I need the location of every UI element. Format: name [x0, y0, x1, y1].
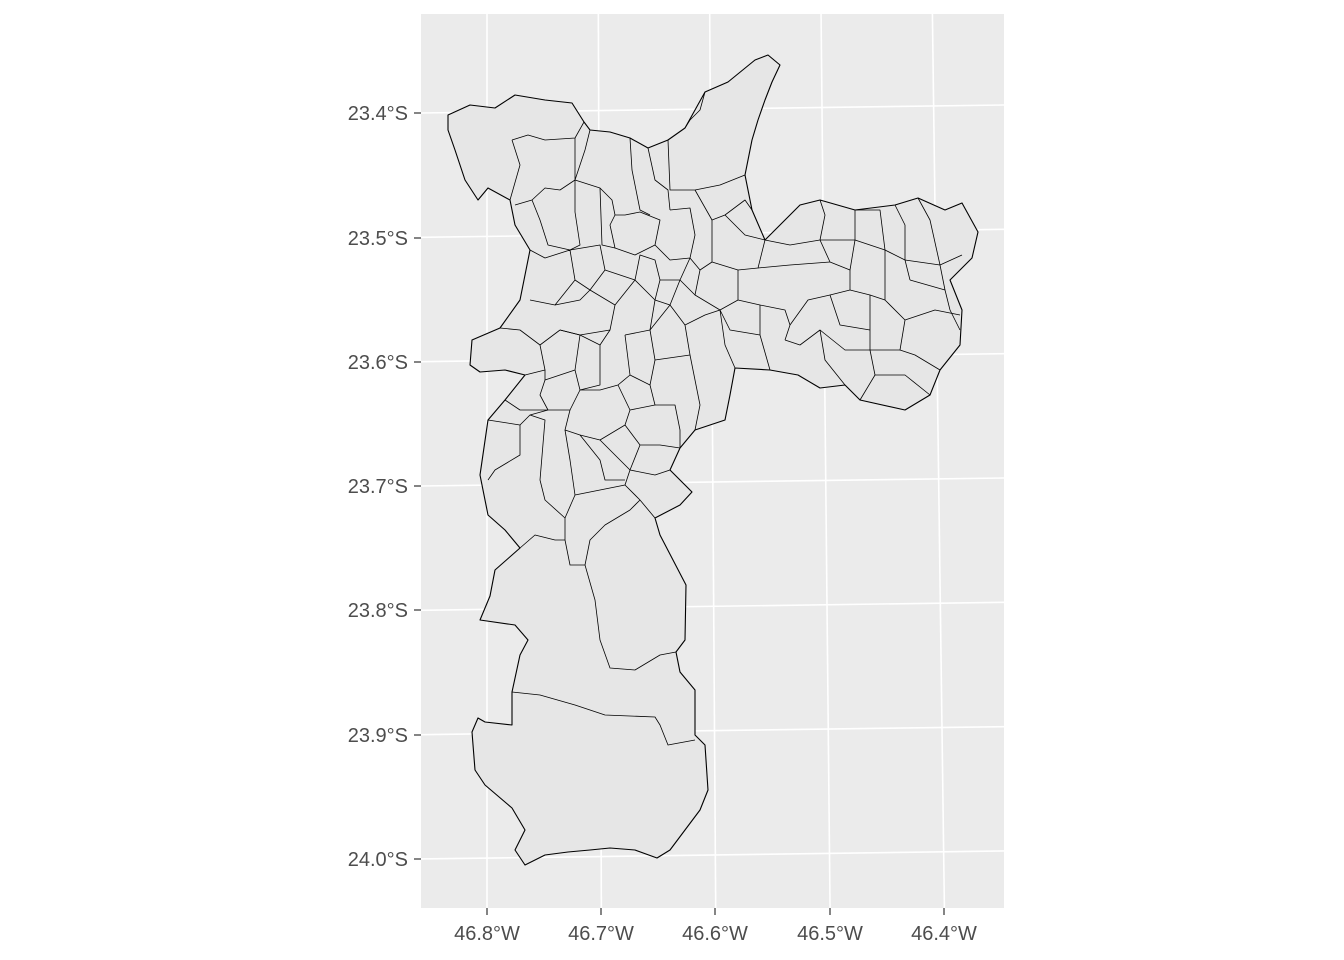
district-boundary	[564, 518, 585, 566]
lat-tick-label: 23.7°S	[348, 476, 408, 498]
lat-axis: 23.4°S 23.5°S 23.6°S 23.7°S 23.8°S 23.9°…	[348, 103, 421, 871]
district-boundary	[904, 309, 961, 321]
district-boundary	[511, 121, 585, 141]
district-boundary	[509, 139, 521, 201]
district-boundary	[629, 137, 651, 216]
district-boundary	[564, 429, 576, 496]
district-boundary	[869, 295, 900, 351]
district-boundary	[719, 299, 761, 336]
district-boundary	[574, 129, 616, 216]
lon-tick-label: 46.5°W	[797, 923, 863, 945]
lat-tick-label: 23.6°S	[348, 352, 408, 374]
meridian-line	[931, 13, 946, 909]
lat-tick-label: 23.9°S	[348, 725, 408, 747]
district-boundary	[569, 180, 581, 251]
district-boundary	[529, 249, 576, 306]
district-boundary	[579, 434, 625, 481]
district-boundary	[819, 329, 876, 401]
district-boundaries	[487, 91, 963, 746]
district-boundary	[504, 399, 548, 411]
district-boundary	[917, 197, 946, 291]
district-boundary	[654, 207, 696, 261]
meridian-line	[820, 13, 831, 909]
lon-axis: 46.8°W 46.7°W 46.6°W 46.5°W 46.4°W	[454, 908, 977, 945]
lat-tick-label: 23.5°S	[348, 228, 408, 250]
district-boundary	[764, 239, 963, 266]
district-boundary	[499, 327, 561, 346]
lat-tick-label: 23.4°S	[348, 103, 408, 125]
district-boundary	[829, 294, 871, 331]
district-boundary	[511, 691, 696, 746]
district-boundary	[580, 374, 631, 391]
lon-tick-label: 46.6°W	[682, 923, 748, 945]
district-boundary	[574, 484, 626, 496]
district-boundary	[784, 329, 846, 386]
district-boundary	[784, 270, 851, 341]
district-boundary	[487, 425, 521, 481]
district-boundary	[679, 279, 696, 296]
district-boundary	[711, 214, 766, 271]
district-boundary	[624, 334, 656, 386]
district-boundary	[584, 564, 677, 671]
city-outline	[447, 54, 979, 866]
district-boundary	[629, 469, 671, 476]
district-boundary	[655, 404, 681, 448]
district-boundary	[875, 374, 931, 396]
district-boundary	[757, 261, 831, 269]
district-boundary	[684, 91, 706, 129]
lon-tick-label: 46.7°W	[568, 923, 634, 945]
district-boundary	[599, 329, 611, 346]
district-boundary	[884, 250, 941, 371]
district-boundary	[855, 209, 886, 251]
lat-tick-label: 23.8°S	[348, 600, 408, 622]
district-boundary	[909, 279, 961, 331]
district-boundary	[624, 469, 656, 519]
district-boundary	[514, 138, 576, 206]
district-boundary	[649, 304, 691, 361]
district-boundary	[564, 494, 576, 519]
lon-tick-label: 46.4°W	[911, 923, 977, 945]
district-boundary	[684, 309, 736, 369]
district-boundary	[531, 199, 571, 251]
district-boundary	[624, 424, 681, 449]
district-boundary	[529, 414, 566, 519]
lon-tick-label: 46.8°W	[454, 923, 520, 945]
district-boundary	[599, 187, 616, 249]
district-boundary	[654, 279, 681, 306]
district-boundary	[519, 534, 565, 549]
district-boundary	[584, 499, 641, 566]
district-boundary	[894, 204, 911, 281]
parallel-line	[420, 850, 1005, 860]
lat-tick-label: 24.0°S	[348, 849, 408, 871]
district-boundary	[647, 147, 671, 211]
district-boundary	[574, 334, 601, 391]
district-boundary	[614, 279, 656, 336]
district-boundary	[487, 409, 549, 426]
district-boundary	[689, 354, 701, 431]
